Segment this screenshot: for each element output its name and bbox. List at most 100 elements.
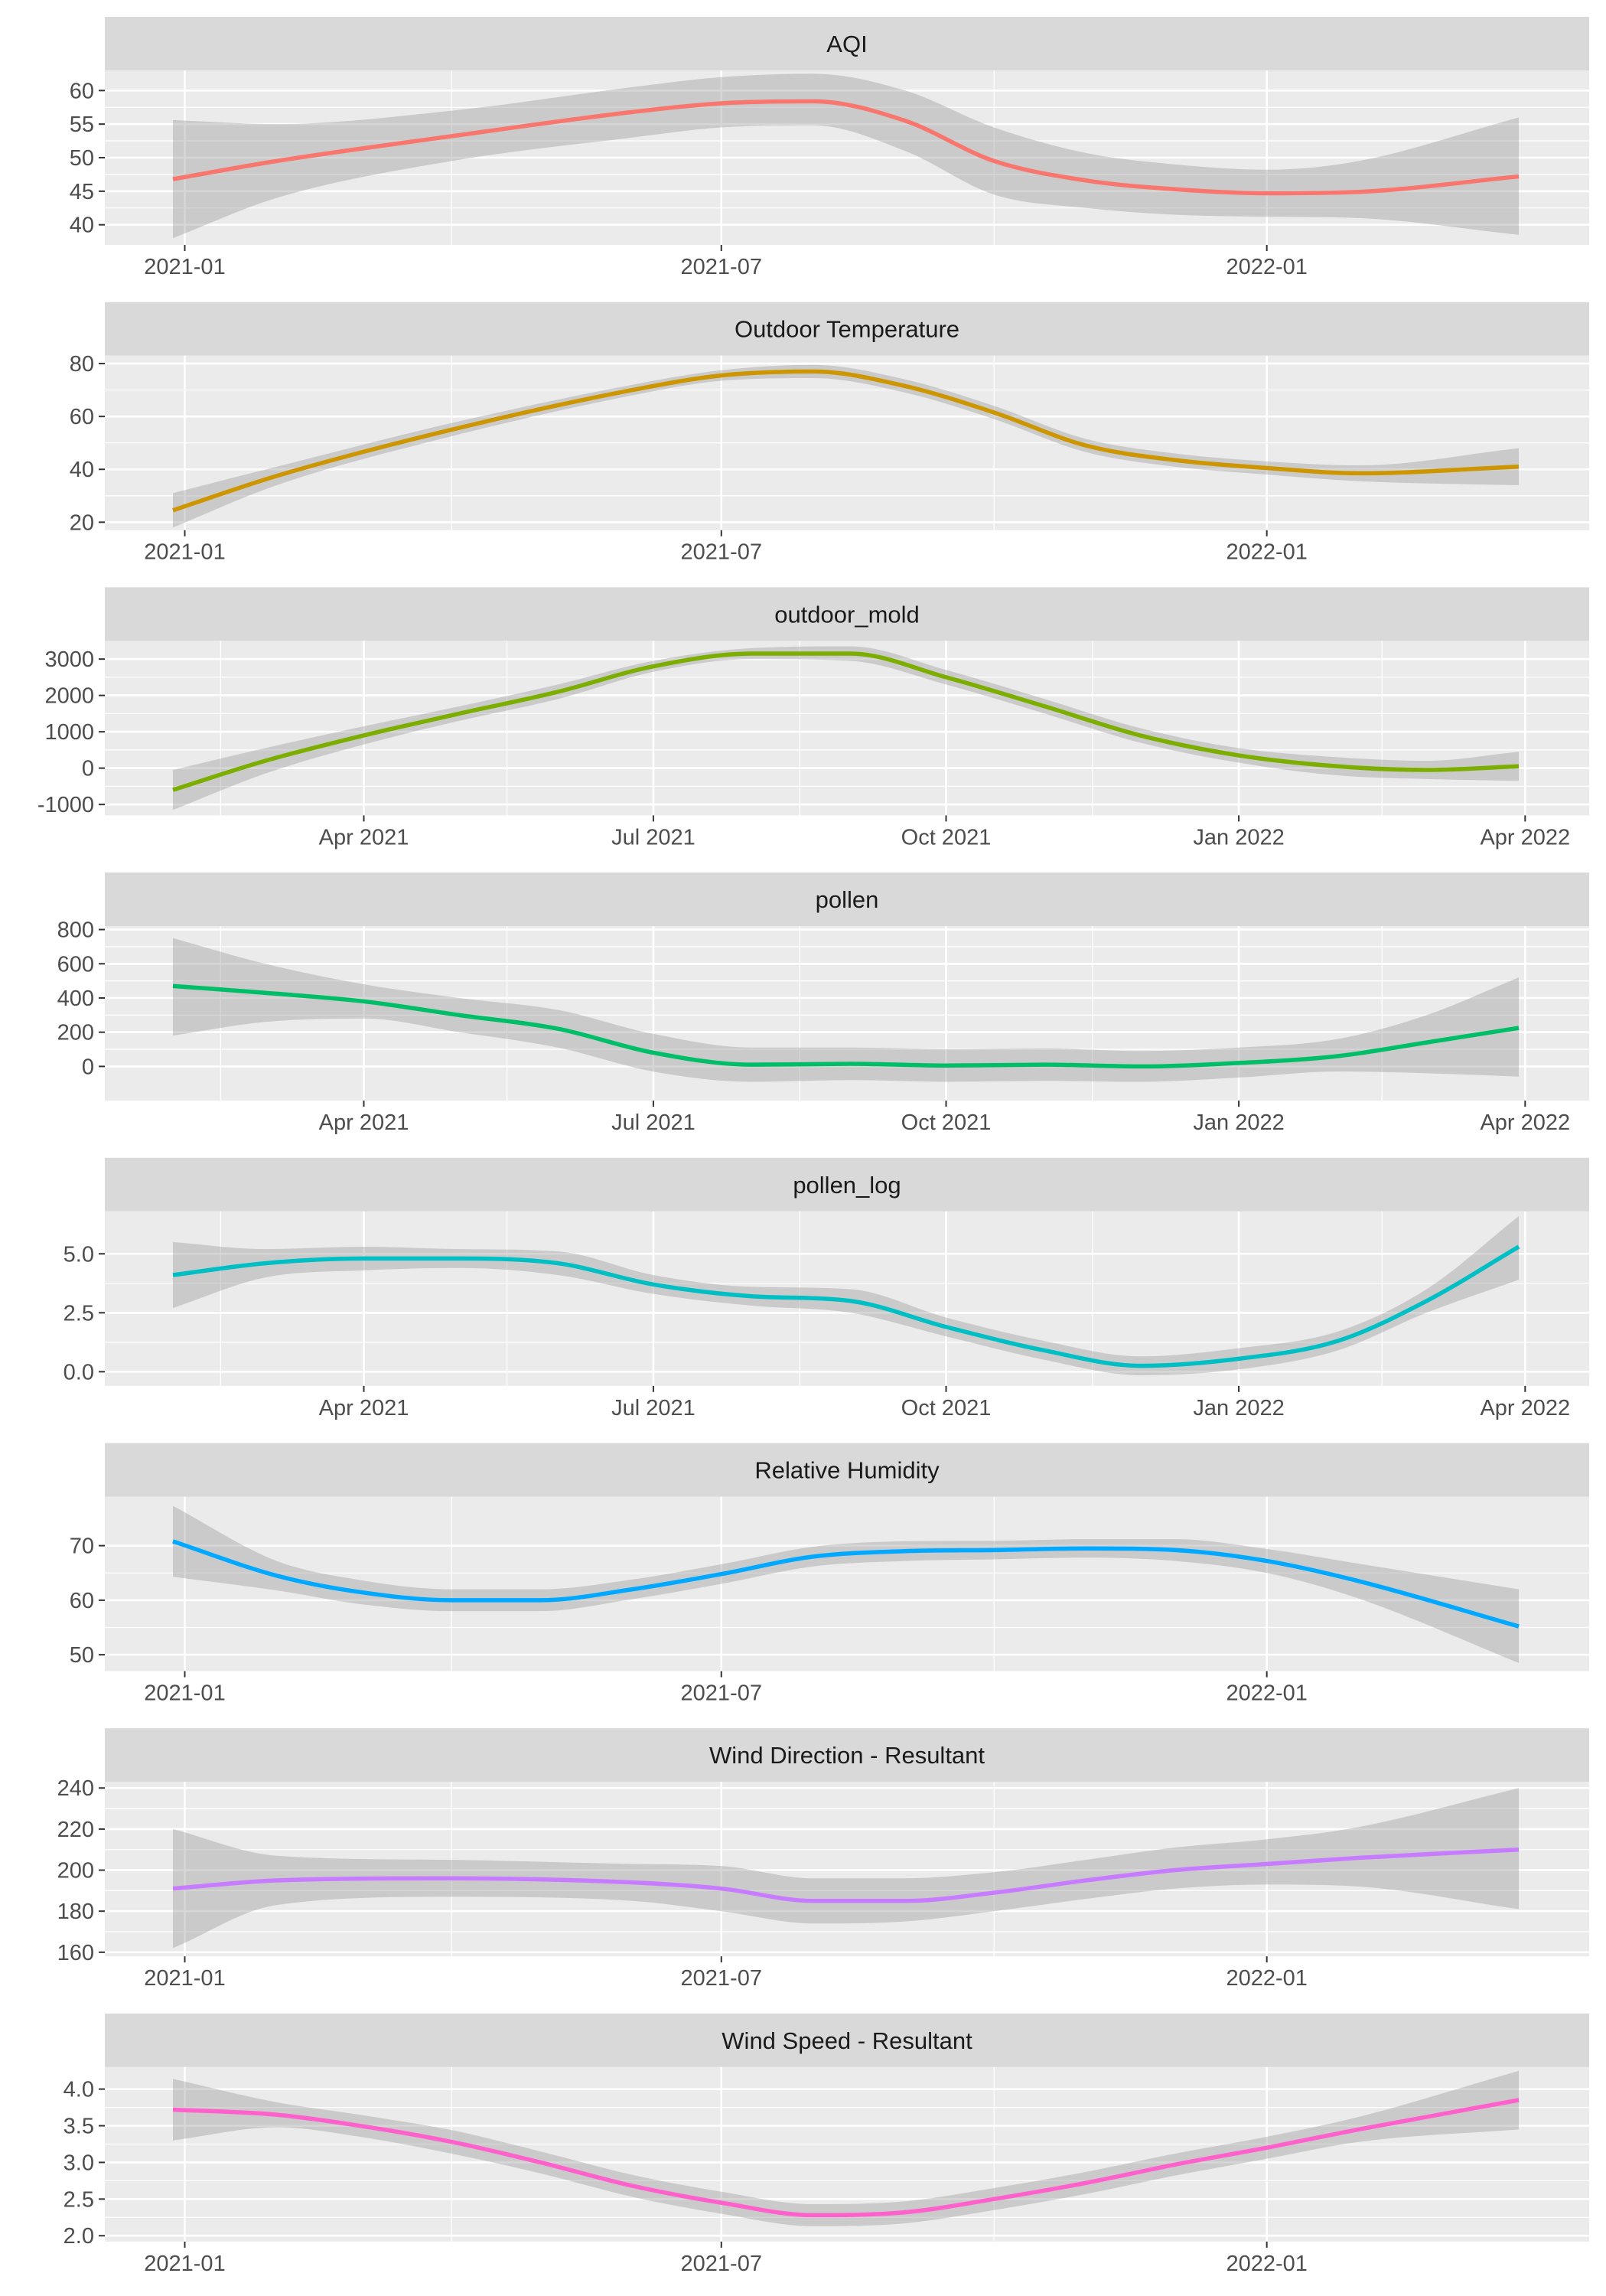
- x-tick-label: Apr 2022: [1480, 1110, 1570, 1135]
- y-tick-label: 5.0: [64, 1242, 94, 1267]
- y-tick-label: 240: [57, 1776, 94, 1801]
- series-line: [172, 99, 1520, 196]
- confidence-ribbon: [173, 73, 1519, 239]
- y-tick-label: 600: [57, 952, 94, 977]
- y-tick-label: 20: [70, 510, 94, 535]
- x-tick-label: Jul 2021: [611, 1110, 695, 1135]
- facet-strip: [105, 17, 1589, 70]
- y-tick-label: 3.0: [64, 2151, 94, 2175]
- x-tick-label: Apr 2022: [1480, 1396, 1570, 1420]
- y-tick-label: 55: [70, 113, 94, 137]
- x-tick-label: 2022-01: [1226, 255, 1307, 279]
- y-tick-label: 40: [70, 458, 94, 482]
- y-tick-label: 0.0: [64, 1360, 94, 1384]
- facet-panel-0: AQI 40 45 50 55 60 2021-01 2021-07 2022-01: [70, 17, 1589, 279]
- y-tick-label: 70: [70, 1534, 94, 1559]
- y-tick-label: 45: [70, 180, 94, 204]
- x-tick-label: Apr 2021: [319, 1110, 409, 1135]
- y-tick-label: 0: [82, 757, 94, 781]
- facet-title: AQI: [826, 31, 867, 57]
- y-tick-label: 3000: [44, 647, 94, 672]
- facet-title: Wind Speed - Resultant: [722, 2027, 972, 2054]
- y-tick-label: 2000: [44, 684, 94, 709]
- x-tick-label: 2022-01: [1226, 540, 1307, 565]
- confidence-ribbon: [173, 938, 1519, 1082]
- x-tick-label: 2022-01: [1226, 1966, 1307, 1991]
- y-tick-label: 160: [57, 1941, 94, 1965]
- x-tick-label: 2021-01: [144, 540, 225, 565]
- facet-strip: [105, 302, 1589, 356]
- plot-background: [105, 641, 1589, 816]
- facet-panel-2: outdoor_mold -1000 0 1000 2000 3000 Apr 2021 Ju…: [37, 587, 1589, 850]
- y-tick-label: 4.0: [64, 2078, 94, 2102]
- y-tick-label: 2.5: [64, 1301, 94, 1326]
- y-tick-label: 3.5: [64, 2115, 94, 2139]
- x-tick-label: Oct 2021: [901, 825, 992, 850]
- facet-title: pollen_log: [793, 1172, 901, 1199]
- facet-strip: [105, 872, 1589, 927]
- y-tick-label: 60: [70, 1589, 94, 1613]
- plot-background: [105, 2066, 1589, 2242]
- y-tick-label: 1000: [44, 720, 94, 745]
- y-tick-label: 400: [57, 987, 94, 1011]
- y-tick-label: 200: [57, 1021, 94, 1045]
- facet-title: Wind Direction - Resultant: [709, 1742, 985, 1769]
- plot-background: [105, 1496, 1589, 1671]
- y-tick-label: 60: [70, 79, 94, 103]
- x-tick-label: 2021-07: [681, 1966, 762, 1991]
- confidence-ribbon: [173, 1215, 1519, 1375]
- series-line: [172, 983, 1520, 1069]
- y-tick-label: 2.0: [64, 2224, 94, 2249]
- y-tick-label: 50: [70, 1643, 94, 1668]
- series-line: [172, 1244, 1520, 1368]
- y-tick-label: 50: [70, 146, 94, 171]
- confidence-ribbon: [173, 1788, 1519, 1949]
- y-tick-label: 200: [57, 1859, 94, 1883]
- y-tick-label: 220: [57, 1818, 94, 1842]
- x-tick-label: 2022-01: [1226, 1681, 1307, 1706]
- x-tick-label: 2021-07: [681, 540, 762, 565]
- x-tick-label: Jan 2022: [1193, 1396, 1284, 1420]
- x-tick-label: Apr 2022: [1480, 825, 1570, 850]
- series-line: [172, 651, 1520, 792]
- x-tick-label: 2021-07: [681, 255, 762, 279]
- y-tick-label: 0: [82, 1055, 94, 1079]
- facet-panel-7: Wind Speed - Resultant 2.0 2.5 3.0 3.5 4.0 202…: [64, 2013, 1589, 2276]
- plot-background: [105, 926, 1589, 1101]
- x-tick-label: Jul 2021: [611, 1396, 695, 1420]
- y-tick-label: 180: [57, 1900, 94, 1924]
- facet-panel-5: Relative Humidity 50 60 70 2021-01 2021-07 202…: [70, 1443, 1589, 1706]
- y-tick-label: 40: [70, 214, 94, 238]
- facet-title: Outdoor Temperature: [735, 316, 959, 343]
- x-tick-label: Apr 2021: [319, 1396, 409, 1420]
- x-tick-label: 2021-07: [681, 2252, 762, 2276]
- facet-strip: [105, 1443, 1589, 1497]
- facet-strip: [105, 1157, 1589, 1212]
- x-tick-label: Oct 2021: [901, 1110, 992, 1135]
- confidence-ribbon: [173, 1505, 1519, 1663]
- y-tick-label: 80: [70, 352, 94, 377]
- y-tick-label: 60: [70, 405, 94, 429]
- facet-strip: [105, 587, 1589, 641]
- confidence-ribbon: [173, 2070, 1519, 2226]
- y-tick-label: -1000: [37, 793, 94, 817]
- facet-panel-4: pollen_log 0.0 2.5 5.0 Apr 2021 Jul 2021 Oct 2…: [64, 1157, 1589, 1420]
- plot-background: [105, 1782, 1589, 1957]
- x-tick-label: 2022-01: [1226, 2252, 1307, 2276]
- x-tick-label: 2021-01: [144, 1681, 225, 1706]
- x-tick-label: 2021-07: [681, 1681, 762, 1706]
- x-tick-label: 2021-01: [144, 255, 225, 279]
- facet-title: outdoor_mold: [774, 601, 920, 628]
- x-tick-label: 2021-01: [144, 1966, 225, 1991]
- facet-title: pollen: [816, 886, 879, 913]
- y-tick-label: 2.5: [64, 2187, 94, 2212]
- y-tick-label: 800: [57, 918, 94, 943]
- series-line: [172, 2098, 1520, 2218]
- x-tick-label: Jan 2022: [1193, 1110, 1284, 1135]
- facet-title: Relative Humidity: [754, 1457, 940, 1484]
- facet-panel-6: Wind Direction - Resultant 160 180 200 220 24…: [57, 1728, 1589, 1991]
- x-tick-label: Oct 2021: [901, 1396, 992, 1420]
- facet-panel-3: pollen 0 200 400 600 800 Apr 2021 Jul 2021 Oct 2…: [57, 872, 1589, 1135]
- x-tick-label: 2021-01: [144, 2252, 225, 2276]
